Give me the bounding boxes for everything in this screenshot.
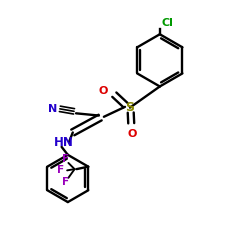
Text: F: F: [62, 176, 70, 186]
Text: F: F: [62, 154, 70, 164]
Text: S: S: [126, 101, 134, 114]
Text: O: O: [99, 86, 108, 96]
Text: HN: HN: [54, 136, 74, 149]
Text: Cl: Cl: [162, 18, 174, 28]
Text: N: N: [48, 104, 58, 114]
Text: O: O: [128, 129, 137, 139]
Text: F: F: [57, 165, 64, 175]
